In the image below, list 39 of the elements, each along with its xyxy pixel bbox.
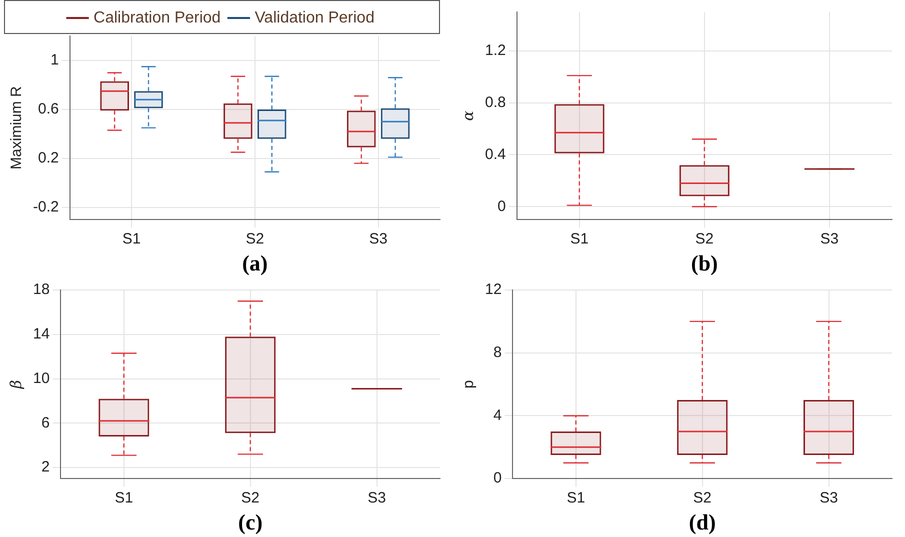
y-tick-label: 0.8 — [484, 94, 506, 111]
legend-label: Calibration Period — [94, 9, 221, 26]
x-axis-title: (b) — [690, 250, 718, 276]
y-axis-title: p — [460, 380, 478, 388]
y-tick-label: 0 — [498, 198, 506, 215]
legend-label: Validation Period — [254, 9, 374, 26]
y-axis-title: Maximium R — [8, 86, 26, 170]
x-tick-label: S3 — [820, 230, 839, 248]
x-tick-label: S3 — [820, 490, 838, 507]
x-tick-label: S2 — [241, 490, 260, 507]
x-tick-label: S1 — [114, 490, 134, 507]
x-axis-title: (c) — [238, 509, 263, 534]
y-tick-label: 2 — [41, 458, 50, 476]
x-tick-label: S3 — [369, 230, 388, 248]
y-tick-label: 10 — [32, 370, 50, 387]
y-tick-label: 14 — [32, 326, 50, 343]
y-axis-title: α — [458, 110, 477, 121]
y-tick-label: 1 — [50, 52, 59, 69]
y-tick-label: 4 — [493, 406, 502, 424]
y-tick-label: -0.2 — [32, 198, 59, 216]
y-tick-label: 0.2 — [38, 150, 59, 167]
y-tick-label: 8 — [493, 344, 502, 362]
x-tick-label: S1 — [570, 230, 589, 248]
x-tick-label: S2 — [695, 230, 714, 248]
y-tick-label: 0.6 — [38, 100, 59, 118]
y-tick-label: 6 — [41, 414, 50, 432]
y-tick-label: 1.2 — [484, 42, 506, 60]
x-tick-label: S1 — [122, 230, 141, 248]
y-axis-title: β — [6, 380, 25, 390]
y-tick-label: 12 — [484, 281, 502, 298]
x-tick-label: S1 — [566, 490, 586, 507]
x-tick-label: S2 — [246, 230, 264, 248]
x-axis-title: (a) — [242, 250, 268, 276]
y-tick-label: 0 — [493, 470, 502, 487]
x-axis-title: (d) — [688, 509, 716, 534]
x-tick-label: S3 — [368, 490, 386, 507]
y-tick-label: 18 — [32, 281, 50, 298]
y-tick-label: 0.4 — [484, 146, 506, 163]
x-tick-label: S2 — [693, 490, 712, 507]
